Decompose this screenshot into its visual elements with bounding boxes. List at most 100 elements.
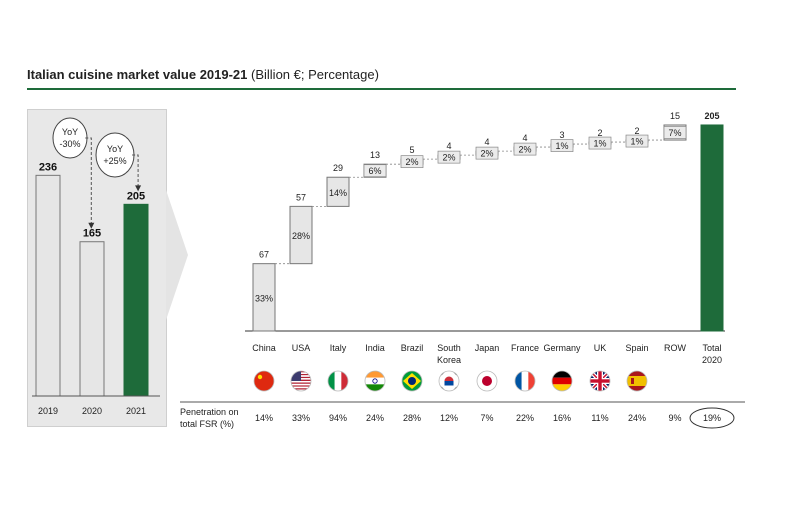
share-label: 2% xyxy=(442,153,455,163)
share-label-box xyxy=(400,155,424,169)
share-label: 1% xyxy=(593,139,606,149)
flag-ring xyxy=(401,370,423,392)
india-flag-icon xyxy=(365,371,385,391)
share-label: 1% xyxy=(630,137,643,147)
x-tick-label: Total xyxy=(702,343,721,353)
yoy-arrow-line xyxy=(85,137,92,224)
x-tick-label: 2019 xyxy=(38,406,58,416)
chart-title: Italian cuisine market value 2019-21 (Bi… xyxy=(27,67,379,82)
x-tick-label: 2020 xyxy=(82,406,102,416)
x-tick-label: Brazil xyxy=(401,343,424,353)
waterfall-bar xyxy=(700,124,724,332)
flag-ring xyxy=(476,370,498,392)
yoy-arrow-head xyxy=(135,185,142,192)
france-flag-icon xyxy=(515,371,535,391)
bar-2021 xyxy=(123,203,149,397)
penetration-value: 33% xyxy=(292,413,310,423)
share-label-box xyxy=(625,134,649,148)
penetration-value: 9% xyxy=(668,413,681,423)
share-label-box xyxy=(550,139,574,152)
x-tick-label: Italy xyxy=(330,343,347,353)
penetration-value: 94% xyxy=(329,413,347,423)
bar-value-label: 2 xyxy=(634,126,639,136)
penetration-value: 12% xyxy=(440,413,458,423)
uk-flag-icon xyxy=(590,371,610,391)
share-label-box xyxy=(437,150,461,164)
yoy-arrow-line xyxy=(132,154,139,187)
share-label: 2% xyxy=(480,149,493,159)
penetration-value: 16% xyxy=(553,413,571,423)
germany-flag-icon xyxy=(552,371,572,391)
highlight-circle xyxy=(689,407,735,429)
flag-ring xyxy=(514,370,536,392)
usa-flag-icon xyxy=(291,371,311,391)
penetration-value: 24% xyxy=(366,413,384,423)
x-tick-label: USA xyxy=(292,343,311,353)
chevron-arrow-icon xyxy=(166,190,188,320)
title-rule xyxy=(27,88,736,90)
bar-value-label: 4 xyxy=(446,141,451,151)
share-label-box xyxy=(588,136,612,150)
x-tick-label: 2021 xyxy=(126,406,146,416)
flag-ring xyxy=(589,370,611,392)
bar-value-label: 13 xyxy=(370,150,380,160)
flag-ring xyxy=(551,370,573,392)
yoy-annotation-text: -30% xyxy=(59,139,80,149)
x-tick-label: South xyxy=(437,343,461,353)
yoy-arrow-head xyxy=(88,222,95,229)
bar-value-label: 67 xyxy=(259,250,269,260)
china-flag-icon xyxy=(254,371,274,391)
flag-ring xyxy=(364,370,386,392)
japan-flag-icon xyxy=(477,371,497,391)
x-tick-label: UK xyxy=(594,343,607,353)
share-label-box xyxy=(513,142,537,156)
yoy-annotation-text: +25% xyxy=(103,156,126,166)
yoy-annotation-text: YoY xyxy=(62,127,78,137)
penetration-label: Penetration on xyxy=(180,407,239,417)
bar-value-label: 165 xyxy=(83,228,101,240)
bar-value-label: 15 xyxy=(670,111,680,121)
share-label: 6% xyxy=(368,166,381,176)
bar-2020 xyxy=(79,241,105,397)
bar-value-label: 3 xyxy=(559,130,564,140)
bar-value-label: 205 xyxy=(704,111,719,121)
bar-2019 xyxy=(35,174,61,397)
penetration-label: total FSR (%) xyxy=(180,419,234,429)
x-tick-label: 2020 xyxy=(702,355,722,365)
share-label: 33% xyxy=(255,293,273,303)
penetration-value: 28% xyxy=(403,413,421,423)
share-label-box xyxy=(363,164,387,178)
bar-value-label: 4 xyxy=(484,137,489,147)
bar-value-label: 205 xyxy=(127,190,145,202)
bar-value-label: 57 xyxy=(296,192,306,202)
bar-value-label: 4 xyxy=(522,133,527,143)
x-tick-label: India xyxy=(365,343,385,353)
x-tick-label: Japan xyxy=(475,343,500,353)
waterfall-bar xyxy=(289,205,313,265)
x-tick-label: Korea xyxy=(437,355,461,365)
share-label-box xyxy=(663,126,687,139)
penetration-value: 24% xyxy=(628,413,646,423)
yoy-annotation-text: YoY xyxy=(107,144,123,154)
share-label: 28% xyxy=(292,231,310,241)
share-label: 7% xyxy=(668,128,681,138)
x-tick-label: France xyxy=(511,343,539,353)
share-label-box xyxy=(475,146,499,160)
bar-value-label: 5 xyxy=(409,145,414,155)
penetration-value: 11% xyxy=(591,413,608,423)
spain-flag-icon xyxy=(627,371,647,391)
waterfall-bar xyxy=(326,176,350,207)
waterfall-bar xyxy=(252,263,276,332)
x-tick-label: ROW xyxy=(664,343,687,353)
italy-flag-icon xyxy=(328,371,348,391)
x-tick-label: Spain xyxy=(625,343,648,353)
flag-ring xyxy=(290,370,312,392)
share-label: 2% xyxy=(405,157,418,167)
brazil-flag-icon xyxy=(402,371,422,391)
x-tick-label: China xyxy=(252,343,276,353)
flag-ring xyxy=(438,370,460,392)
x-tick-label: Germany xyxy=(543,343,581,353)
share-label: 14% xyxy=(329,188,347,198)
flag-ring xyxy=(626,370,648,392)
